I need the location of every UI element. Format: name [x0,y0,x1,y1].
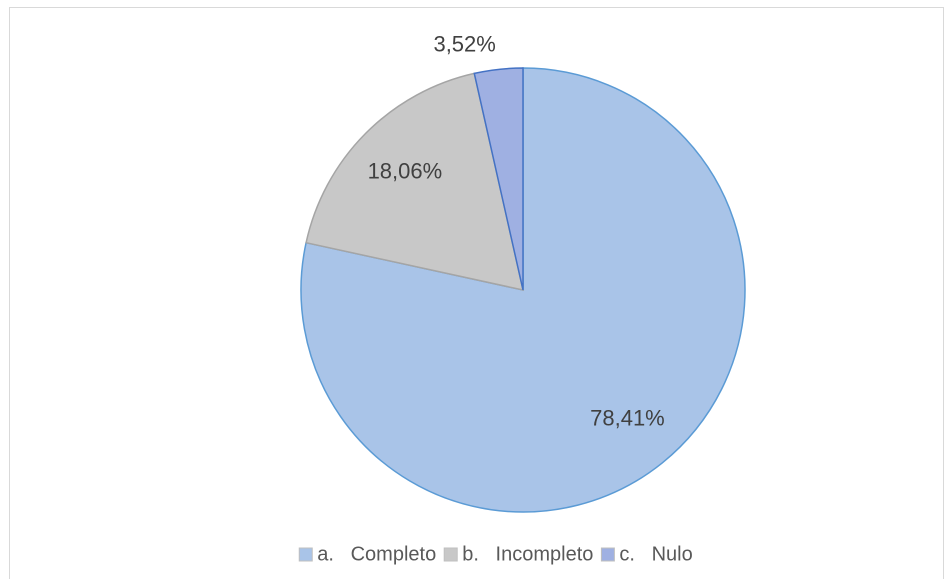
legend-label: a. Completo [317,543,436,565]
pie-slice [300,67,746,513]
data-label: 78,41% [590,405,665,430]
pie-slice [305,72,524,291]
data-label: 3,52% [433,31,495,56]
data-label: 18,06% [368,158,443,183]
legend-label: b. Incompleto [462,543,593,565]
legend-swatch [443,547,458,562]
pie-slice [473,67,524,291]
legend-label: c. Nulo [619,543,692,565]
legend-swatch [298,547,313,562]
legend-swatch [600,547,615,562]
